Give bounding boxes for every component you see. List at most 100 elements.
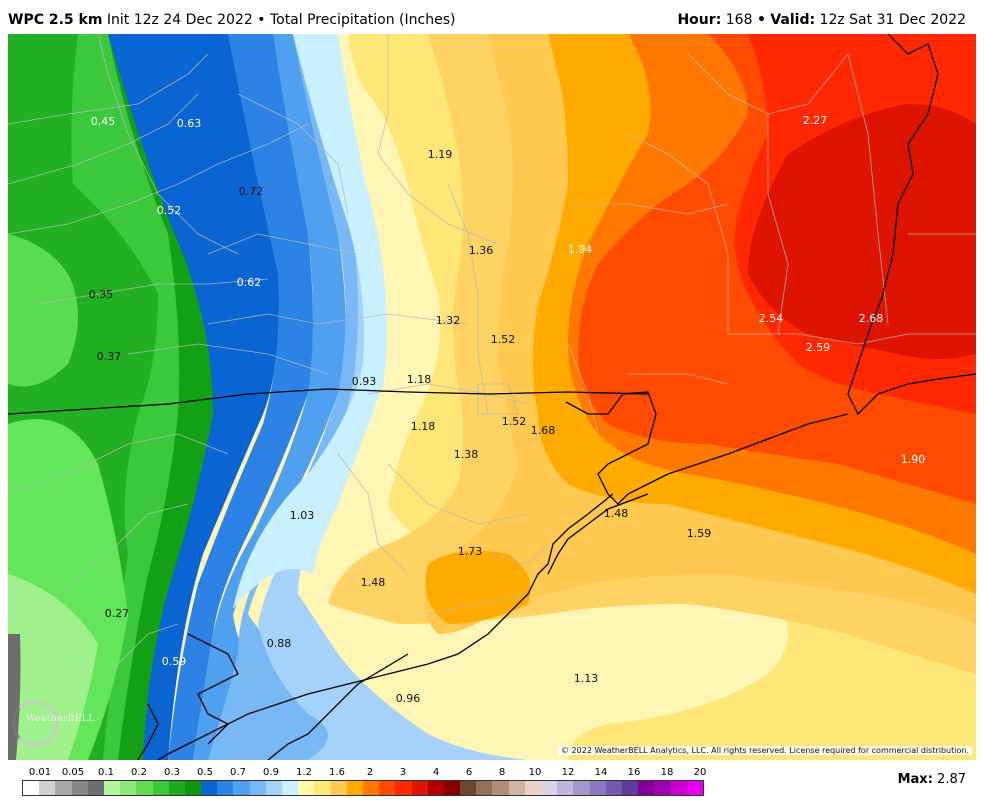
value-label: 2.59 xyxy=(806,341,831,354)
legend-swatch xyxy=(136,781,153,795)
legend-tick-label: 0.5 xyxy=(197,767,213,778)
value-label: 0.52 xyxy=(157,204,182,217)
legend-tick-label: 14 xyxy=(594,767,608,778)
header-title: WPC 2.5 km Init 12z 24 Dec 2022 • Total … xyxy=(8,12,455,28)
legend-swatch xyxy=(476,781,493,795)
legend-swatch xyxy=(184,781,202,795)
legend-swatch xyxy=(411,781,428,795)
band-green-6 xyxy=(8,234,78,387)
max-label: Max xyxy=(897,772,928,787)
legend-swatch xyxy=(460,781,477,795)
bullet-2: • xyxy=(756,12,766,28)
header-valid: Hour: 168 • Valid: 12z Sat 31 Dec 2022 xyxy=(677,12,966,28)
legend-tick-label: 0.1 xyxy=(98,767,114,778)
value-label: 2.54 xyxy=(759,312,784,325)
legend-swatch xyxy=(330,781,347,795)
value-label: 0.88 xyxy=(267,637,292,650)
value-label: 1.48 xyxy=(361,576,386,589)
coastline xyxy=(8,34,976,760)
valid-label: Valid xyxy=(770,12,810,28)
logo-swirl-icon xyxy=(12,700,58,746)
legend-tick-label: 0.05 xyxy=(61,767,85,778)
legend-swatch xyxy=(71,781,88,795)
value-label: 1.18 xyxy=(407,373,432,386)
legend-tick-label: 18 xyxy=(660,767,674,778)
value-label: 0.96 xyxy=(396,692,421,705)
logo-text: WeatherBELL xyxy=(26,714,95,724)
legend-swatch xyxy=(87,781,104,795)
legend-tick-label: 1.6 xyxy=(329,767,345,778)
legend-swatch xyxy=(395,781,412,795)
legend-swatch xyxy=(379,781,396,795)
init-time: Init 12z 24 Dec 2022 xyxy=(106,12,253,28)
header: WPC 2.5 km Init 12z 24 Dec 2022 • Total … xyxy=(0,0,984,34)
legend-tick-label: 16 xyxy=(627,767,641,778)
legend-tick-label: 10 xyxy=(528,767,542,778)
value-label: 0.62 xyxy=(237,276,262,289)
legend-tick-label: 2 xyxy=(366,767,374,778)
legend-swatch xyxy=(443,781,461,795)
valid-value: 12z Sat 31 Dec 2022 xyxy=(819,12,966,28)
value-label: 1.52 xyxy=(502,415,527,428)
value-label: 1.73 xyxy=(458,545,483,558)
legend-tick-label: 12 xyxy=(561,767,575,778)
legend-tick-label: 20 xyxy=(693,767,707,778)
value-label: 0.72 xyxy=(239,185,264,198)
value-label: 1.94 xyxy=(568,243,593,256)
bullet: • xyxy=(257,12,266,28)
legend-swatch xyxy=(557,781,574,795)
value-label: 1.03 xyxy=(290,509,315,522)
value-label: 1.19 xyxy=(428,148,453,161)
legend-tick-label: 4 xyxy=(432,767,440,778)
band-red-3 xyxy=(748,104,976,359)
legend-swatch xyxy=(39,781,56,795)
value-label: 0.45 xyxy=(91,115,116,128)
value-label: 1.52 xyxy=(491,333,516,346)
legend-swatch xyxy=(249,781,266,795)
band-blue-4 xyxy=(208,34,388,760)
weatherbell-logo: WeatherBELL xyxy=(12,700,108,746)
legend-tick-label: 6 xyxy=(465,767,473,778)
legend-swatch xyxy=(282,781,299,795)
value-label: 1.59 xyxy=(687,527,712,540)
legend-swatch xyxy=(508,781,525,795)
legend-swatch xyxy=(233,781,250,795)
legend-swatch xyxy=(524,781,541,795)
max-readout: Max: 2.87 xyxy=(897,772,966,787)
max-value: 2.87 xyxy=(937,772,966,787)
legend-swatch xyxy=(621,781,639,795)
band-blue-2 xyxy=(168,34,313,760)
legend-swatch xyxy=(314,781,331,795)
legend-swatch xyxy=(217,781,234,795)
value-label: 1.68 xyxy=(531,424,556,437)
legend-tick-label: 3 xyxy=(399,767,407,778)
value-label: 1.13 xyxy=(574,672,599,685)
value-label: 1.38 xyxy=(454,448,479,461)
legend-swatch xyxy=(298,781,315,795)
legend-swatch xyxy=(589,781,606,795)
value-label: 1.32 xyxy=(436,314,461,327)
color-legend: 0.01 0.05 0.1 0.2 0.3 0.5 0.7 0.9 1.2 1.6 2 3 4 6 8 10 1… xyxy=(0,762,984,808)
value-label: 1.18 xyxy=(411,420,436,433)
legend-tick-label: 1.2 xyxy=(296,767,312,778)
legend-swatch xyxy=(265,781,282,795)
precipitation-map: 0.45 0.63 1.19 2.27 0.72 0.52 1.36 1.94 0.35 0.62… xyxy=(8,34,976,760)
value-label: 0.93 xyxy=(352,375,377,388)
legend-swatch xyxy=(670,781,687,795)
legend-swatch xyxy=(492,781,509,795)
value-label: 2.68 xyxy=(859,312,884,325)
band-cyan xyxy=(233,34,387,609)
band-blue-3 xyxy=(193,34,508,760)
legend-swatch xyxy=(541,781,558,795)
value-label: 0.35 xyxy=(89,288,114,301)
value-label: 1.36 xyxy=(469,244,494,257)
value-label: 0.27 xyxy=(105,607,130,620)
legend-swatch xyxy=(346,781,363,795)
hour-value: 168 xyxy=(725,12,753,28)
hour-label: Hour xyxy=(677,12,716,28)
legend-swatch xyxy=(686,781,703,795)
legend-swatch xyxy=(120,781,137,795)
legend-tick-label: 0.01 xyxy=(28,767,52,778)
legend-tick-label: 0.7 xyxy=(230,767,246,778)
legend-swatch xyxy=(201,781,218,795)
